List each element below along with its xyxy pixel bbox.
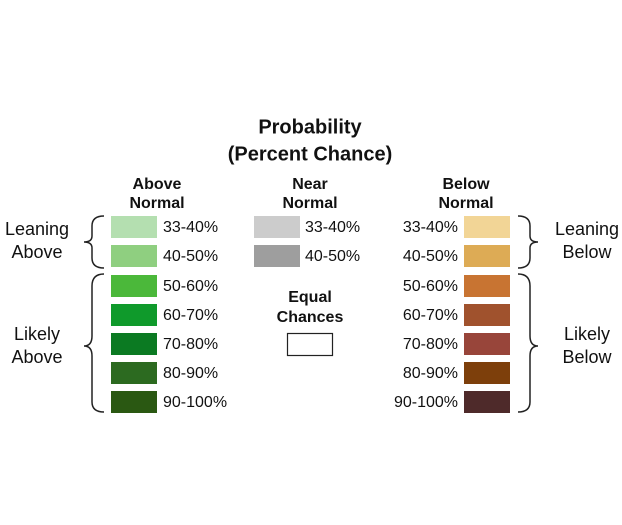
swatch xyxy=(464,304,510,326)
group-label: Below xyxy=(562,347,612,367)
column-header: Equal xyxy=(288,289,332,306)
swatch xyxy=(111,391,157,413)
swatch xyxy=(254,245,300,267)
group-label: Below xyxy=(562,242,612,262)
swatch xyxy=(111,333,157,355)
group-label: Above xyxy=(11,242,62,262)
swatch-label: 40-50% xyxy=(305,248,360,265)
column-header: Normal xyxy=(129,195,184,212)
swatch xyxy=(464,245,510,267)
swatch xyxy=(464,275,510,297)
swatch xyxy=(464,333,510,355)
swatch-label: 33-40% xyxy=(403,219,458,236)
subtitle: (Percent Chance) xyxy=(228,143,393,165)
swatch-label: 60-70% xyxy=(403,307,458,324)
swatch-label: 70-80% xyxy=(163,336,218,353)
swatch-label: 70-80% xyxy=(403,336,458,353)
swatch xyxy=(111,304,157,326)
swatch-label: 40-50% xyxy=(163,248,218,265)
swatch-label: 33-40% xyxy=(305,219,360,236)
swatch xyxy=(254,216,300,238)
group-label: Leaning xyxy=(5,219,69,239)
swatch xyxy=(464,362,510,384)
swatch xyxy=(111,245,157,267)
swatch-label: 80-90% xyxy=(163,365,218,382)
swatch-label: 90-100% xyxy=(163,394,227,411)
column-header: Normal xyxy=(282,195,337,212)
swatch-label: 50-60% xyxy=(403,278,458,295)
swatch-label: 50-60% xyxy=(163,278,218,295)
swatch-label: 33-40% xyxy=(163,219,218,236)
column-header: Near xyxy=(292,176,328,193)
group-label: Leaning xyxy=(555,219,619,239)
group-label: Likely xyxy=(564,324,610,344)
column-header: Normal xyxy=(438,195,493,212)
column-header: Chances xyxy=(277,309,344,326)
swatch-label: 80-90% xyxy=(403,365,458,382)
group-label: Likely xyxy=(14,324,60,344)
title: Probability xyxy=(258,116,362,138)
equal-chances-swatch xyxy=(286,332,334,357)
swatch xyxy=(111,275,157,297)
swatch-label: 40-50% xyxy=(403,248,458,265)
column-header: Above xyxy=(133,176,182,193)
swatch-label: 60-70% xyxy=(163,307,218,324)
swatch xyxy=(464,216,510,238)
group-label: Above xyxy=(11,347,62,367)
swatch xyxy=(111,216,157,238)
swatch-label: 90-100% xyxy=(394,394,458,411)
column-header: Below xyxy=(442,176,490,193)
braces xyxy=(83,215,539,413)
swatch xyxy=(111,362,157,384)
swatch xyxy=(464,391,510,413)
